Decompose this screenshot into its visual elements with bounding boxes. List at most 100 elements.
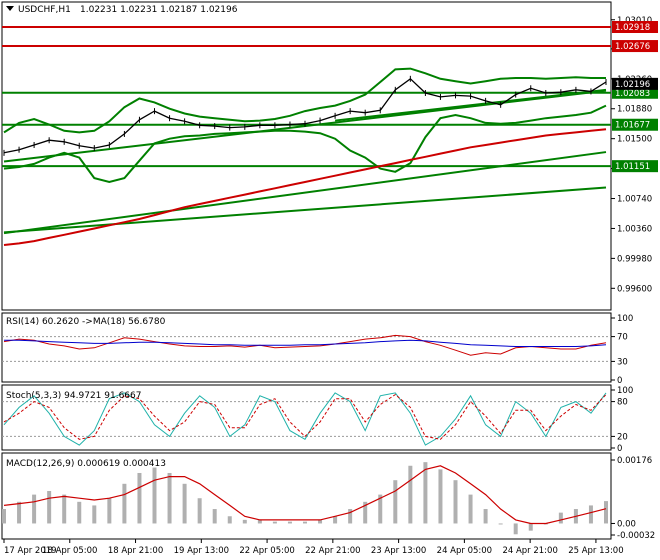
indicator-tick-label: 100: [617, 314, 633, 324]
rsi-axis: 100 70 30 0: [2, 314, 633, 386]
current-price-tag: [612, 77, 658, 90]
macd-bar: [528, 523, 533, 531]
time-tick-label: 17 Apr 2019: [4, 546, 57, 556]
rsi-series: [3, 334, 607, 356]
macd-bar: [197, 498, 202, 524]
macd-bar: [107, 498, 112, 524]
macd-bar: [453, 480, 458, 524]
macd-bar: [272, 521, 277, 524]
macd-bar: [303, 521, 307, 524]
price-pane-frame: [1, 1, 612, 311]
level-tag-label: 1.02918: [615, 23, 650, 33]
level-tag: [612, 20, 658, 33]
price-pane: 1.030101.026301.022601.018801.015001.011…: [1, 1, 658, 311]
macd-axis: 0.00176 0.00 -0.00032: [611, 456, 655, 541]
series-MA(18): [4, 339, 607, 347]
macd-tick-label: -0.00032: [617, 531, 655, 541]
price-tick-label: 1.01500: [617, 135, 652, 145]
macd-bar: [468, 494, 473, 524]
time-tick-label: 24 Apr 21:00: [502, 546, 557, 556]
macd-bar: [77, 501, 82, 524]
time-tick-label: 18 Apr 21:00: [108, 546, 163, 556]
level-tag-label: 1.01677: [615, 121, 650, 131]
macd-title: MACD(12,26,9) 0.000619 0.000413: [6, 459, 166, 469]
time-tick-label: 24 Apr 05:00: [437, 546, 492, 556]
time-tick-label: 22 Apr 05:00: [239, 546, 294, 556]
macd-tick-label: 0.00: [617, 519, 636, 529]
level-tag-label: 1.02083: [615, 89, 650, 99]
series-signal: [3, 393, 607, 440]
stoch-title: Stoch(5,3,3) 94.9721 91.6667: [6, 391, 141, 401]
level-tag-label: 1.02676: [615, 42, 650, 52]
macd-bar: [17, 501, 22, 524]
bollinger-upper: [3, 67, 606, 134]
price-tick-label: 1.03010: [617, 16, 652, 26]
rsi-pane-frame: [1, 312, 612, 383]
macd-bar: [182, 483, 187, 524]
macd-bar: [423, 462, 428, 524]
collapse-triangle-icon[interactable]: [6, 6, 14, 11]
price-tick-label: 1.00740: [617, 195, 652, 205]
current-price-label: 1.02196: [615, 80, 650, 90]
macd-bar: [408, 465, 413, 524]
rsi-pane: 100 70 30 0 RSI(14) 60.2620 ->MA(18) 56.678…: [1, 312, 633, 386]
series-main: [3, 392, 607, 446]
time-tick-label: 25 Apr 13:00: [568, 546, 623, 556]
stoch-pane-frame: [1, 384, 612, 451]
price-axis: 1.030101.026301.022601.018801.015001.011…: [611, 16, 652, 294]
macd-bar: [167, 472, 172, 524]
macd-bar: [438, 469, 443, 524]
horizontal-levels: [2, 25, 611, 168]
indicator-tick-label: 20: [617, 432, 628, 442]
stoch-series: [3, 392, 607, 446]
macd-bar: [604, 501, 608, 524]
macd-bar: [92, 505, 97, 524]
time-tick-label: 23 Apr 13:00: [371, 546, 426, 556]
stoch-pane: 100 80 20 0 Stoch(5,3,3) 94.9721 91.6667: [1, 384, 633, 454]
macd-bar: [242, 519, 247, 524]
level-tag: [612, 40, 658, 53]
time-tick-label: 22 Apr 21:00: [305, 546, 360, 556]
indicator-tick-label: 70: [617, 333, 628, 343]
macd-bar: [62, 494, 67, 524]
macd-bar: [588, 505, 593, 524]
chart-ohlc: 1.02231 1.02231 1.02187 1.02196: [80, 5, 238, 15]
time-tick-label: 19 Apr 13:00: [174, 546, 229, 556]
level-tag: [612, 118, 658, 131]
trendline-channel-3: [3, 186, 607, 234]
macd-bar: [2, 509, 6, 524]
macd-bar: [513, 523, 518, 535]
macd-bar: [32, 494, 37, 524]
macd-bar: [378, 494, 383, 524]
macd-bar: [333, 516, 338, 524]
macd-pane: 0.00176 0.00 -0.00032 MACD(12,26,9) 0.0006…: [1, 452, 655, 541]
macd-bar: [498, 523, 503, 525]
indicator-tick-label: 0: [617, 376, 622, 386]
macd-bar: [122, 483, 127, 524]
indicator-tick-label: 30: [617, 357, 628, 367]
macd-bar: [393, 480, 398, 524]
level-tag-label: 1.01151: [615, 162, 650, 172]
macd-bar: [318, 519, 323, 524]
macd-bar: [287, 521, 292, 524]
indicator-tick-label: 100: [617, 386, 633, 396]
macd-bar: [348, 509, 353, 524]
price-tick-label: 0.99600: [617, 284, 652, 294]
macd-pane-frame: [1, 452, 612, 540]
macd-series: [2, 462, 608, 535]
macd-bar: [363, 501, 368, 524]
bollinger-lower: [3, 104, 607, 184]
price-tick-label: 1.00360: [617, 224, 652, 234]
time-tick-label: 18 Apr 05:00: [42, 546, 97, 556]
price-tags: 1.02918 1.02676 1.02083 1.01677 1.01151 1.021…: [612, 20, 658, 173]
ma-long-line: [3, 128, 607, 246]
macd-bar: [558, 512, 563, 524]
indicator-tick-label: 80: [617, 398, 628, 408]
rsi-title: RSI(14) 60.2620 ->MA(18) 56.6780: [6, 317, 166, 327]
macd-bar: [137, 472, 142, 524]
macd-bar: [212, 509, 217, 524]
indicator-tick-label: 0: [617, 444, 622, 454]
macd-signal-line: [3, 465, 607, 525]
